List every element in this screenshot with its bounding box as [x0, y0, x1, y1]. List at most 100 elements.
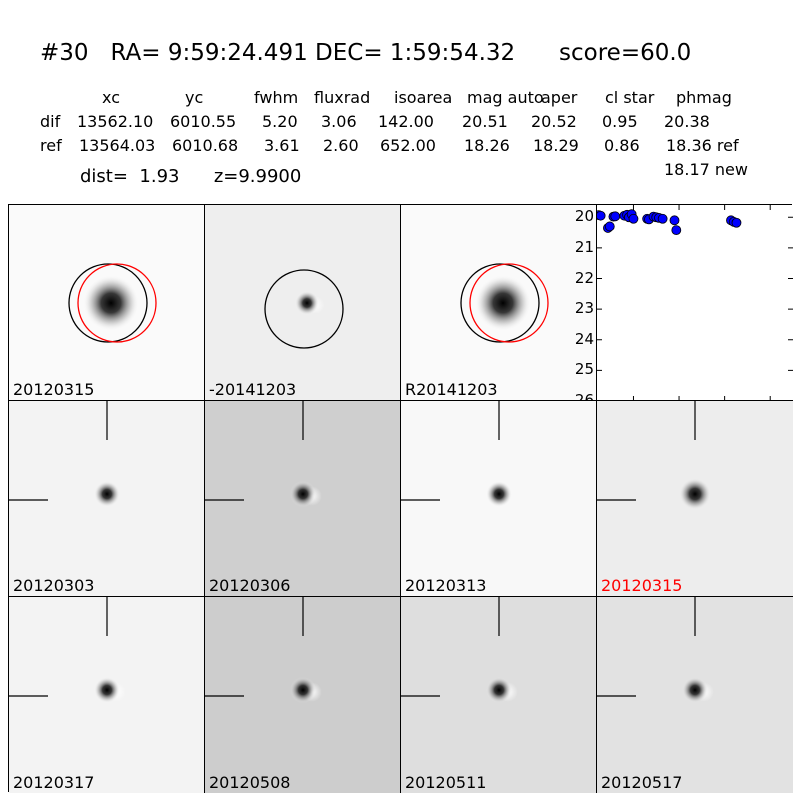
source-blob: [290, 481, 316, 507]
table-cell: 18.36 ref: [666, 136, 739, 155]
table-cell: 2.60: [323, 136, 359, 155]
distance-z-line: dist= 1.93 z=9.9900: [80, 166, 301, 187]
dist-label: dist=: [80, 166, 128, 187]
stamp-date-label: 20120317: [13, 773, 95, 792]
aperture-circle: [460, 263, 540, 343]
cutout-label: R20141203: [405, 380, 498, 399]
table-cell: 0.86: [604, 136, 640, 155]
stamp-image: [597, 401, 711, 510]
table-row-label: ref: [40, 136, 62, 155]
source-blob: [295, 291, 319, 315]
table-header: fwhm: [254, 88, 299, 107]
stamp-date-label: 20120508: [209, 773, 291, 792]
cutout-image: [68, 263, 157, 343]
plot-area: [597, 205, 793, 400]
reference-circle: [469, 263, 549, 343]
table-header: xc: [102, 88, 120, 107]
redshift-label: z=9.9900: [213, 166, 302, 187]
y-tick-label: 25: [574, 360, 594, 379]
table-cell: 3.06: [321, 112, 357, 131]
table-cell: 18.29: [533, 136, 579, 155]
stamp-image: [401, 597, 518, 703]
table-cell: 0.95: [602, 112, 638, 131]
table-header: cl star: [605, 88, 655, 107]
table-cell: 20.51: [462, 112, 508, 131]
source-blob: [679, 478, 711, 510]
table-cell: 18.26: [464, 136, 510, 155]
stamp-date-label: 20120303: [13, 576, 95, 595]
stamp-date-label: 20120313: [405, 576, 487, 595]
y-tick-label: 22: [574, 268, 594, 287]
data-point: [657, 213, 668, 224]
aperture-circle: [264, 269, 344, 349]
page-title: #30 RA= 9:59:24.491 DEC= 1:59:54.32 scor…: [40, 40, 692, 66]
source-blob: [290, 677, 316, 703]
reference-circle: [77, 263, 157, 343]
stamp-image: [597, 597, 714, 703]
stamp-image: [205, 597, 322, 703]
y-tick-label: 23: [574, 299, 594, 318]
source-blob: [83, 275, 139, 331]
table-cell: 13562.10: [77, 112, 154, 131]
table-cell: 3.61: [264, 136, 300, 155]
dist-value: 1.93: [139, 166, 180, 187]
aperture-circle: [68, 263, 148, 343]
stamp-date-label: 20120511: [405, 773, 487, 792]
source-blob: [682, 677, 708, 703]
light-curve-plot: [597, 205, 793, 401]
table-cell: 13564.03: [79, 136, 156, 155]
data-point: [628, 213, 639, 224]
stamp-panel: 20120511: [401, 597, 597, 793]
stamp-image: [9, 597, 126, 703]
table-cell: 20.52: [531, 112, 577, 131]
stamp-panel: 20120306: [205, 401, 401, 597]
y-tick-label: 21: [574, 237, 594, 256]
y-tick-label: 20: [574, 207, 594, 226]
source-blob: [94, 677, 120, 703]
stamp-panel: 20120313: [401, 401, 597, 597]
stamp-date-label: 20120315: [601, 576, 683, 595]
stamp-date-label: 20120517: [601, 773, 683, 792]
table-cell: 20.38: [664, 112, 710, 131]
cutout-panel: -20141203: [205, 205, 401, 401]
stamp-panel: 20120508: [205, 597, 401, 793]
table-cell: 5.20: [262, 112, 298, 131]
table-cell: 6010.55: [170, 112, 237, 131]
stamp-date-label: 20120306: [209, 576, 291, 595]
y-tick-label: 24: [574, 329, 594, 348]
data-point: [671, 225, 682, 236]
cutout-label: 20120315: [13, 380, 95, 399]
stamp-panel: 20120315: [597, 401, 793, 597]
cutout-panel: R20141203: [401, 205, 597, 401]
stamp-image: [9, 401, 120, 507]
stamp-image: [205, 401, 322, 507]
table-header: isoarea: [394, 88, 453, 107]
cutout-image: [264, 269, 344, 349]
cutout-panel: 20120315: [9, 205, 205, 401]
data-point: [597, 210, 606, 221]
stamp-panel: 20120303: [9, 401, 205, 597]
stamp-image: [401, 401, 512, 507]
table-header: mag auto: [467, 88, 544, 107]
source-blob: [475, 275, 531, 331]
source-blob: [486, 481, 512, 507]
source-blob: [94, 481, 120, 507]
table-cell: 6010.68: [172, 136, 239, 155]
data-point: [731, 217, 742, 228]
stamp-grid: 20120315 -20141203 R20141203 20 21 22 23 24 25 26…: [8, 204, 793, 793]
cutout-image: [460, 263, 549, 343]
table-row-label: dif: [40, 112, 61, 131]
cutout-label: -20141203: [209, 380, 297, 399]
source-blob: [486, 677, 512, 703]
table-cell: 142.00: [378, 112, 434, 131]
table-header: yc: [185, 88, 204, 107]
stamp-panel: 20120317: [9, 597, 205, 793]
table-header: fluxrad: [314, 88, 371, 107]
stamp-panel: 20120517: [597, 597, 793, 793]
table-cell: 652.00: [380, 136, 436, 155]
phmag-new: 18.17 new: [664, 160, 748, 179]
table-header: aper: [541, 88, 578, 107]
data-point: [604, 221, 615, 232]
table-header: phmag: [676, 88, 732, 107]
data-point: [669, 215, 680, 226]
